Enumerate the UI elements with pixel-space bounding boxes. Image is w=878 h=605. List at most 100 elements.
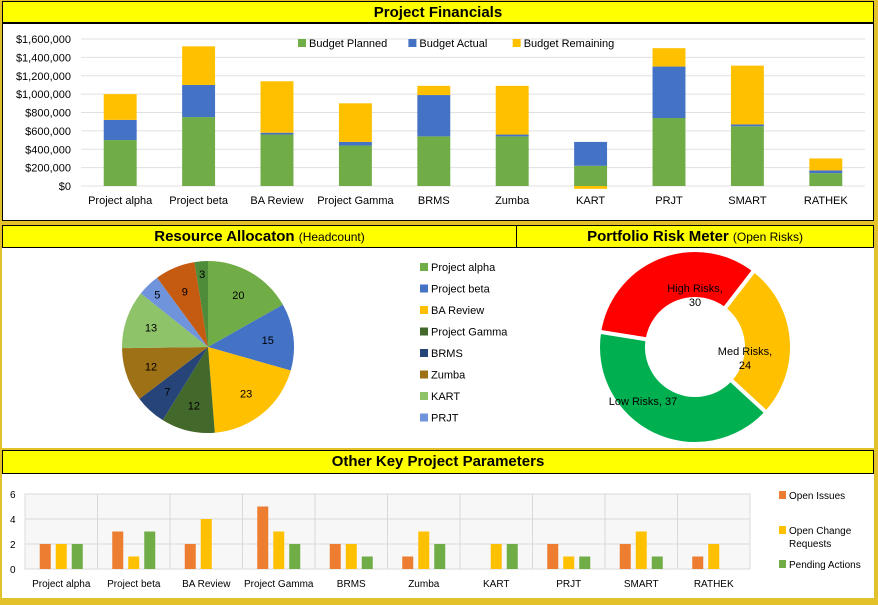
bar <box>692 556 704 569</box>
bar-segment <box>103 140 137 186</box>
x-tick-label: Project beta <box>107 579 161 590</box>
pie-slice <box>194 261 208 347</box>
bar-segment <box>103 119 137 141</box>
x-tick-label: BRMS <box>418 195 450 207</box>
legend-label: Project Gamma <box>431 327 508 339</box>
legend-swatch <box>408 39 417 47</box>
bar <box>200 519 212 569</box>
legend-label: BA Review <box>431 305 484 317</box>
legend-swatch <box>779 526 786 534</box>
financials-chart: $0 $200,000 $400,000 $600,000 $800,000 $1,000… <box>16 34 865 207</box>
bar <box>402 556 414 569</box>
donut-data-value: 30 <box>689 297 701 309</box>
x-tick-label: Project alpha <box>88 195 153 207</box>
bar <box>619 544 631 569</box>
bar <box>434 544 446 569</box>
bar <box>289 544 301 569</box>
x-tick-label: SMART <box>728 195 767 207</box>
bar <box>651 556 663 569</box>
bar-segment <box>652 48 686 67</box>
y-tick-label: $0 <box>59 181 71 193</box>
bar <box>490 544 502 569</box>
legend-label: Budget Planned <box>309 38 387 50</box>
x-tick-label: PRJT <box>655 195 683 207</box>
bar-segment <box>809 170 843 174</box>
pie-data-label: 23 <box>240 389 252 401</box>
x-tick-label: Project Gamma <box>244 579 314 590</box>
legend-swatch <box>420 392 428 400</box>
pie-data-label: 20 <box>232 290 244 302</box>
bar <box>563 556 575 569</box>
bar-segment <box>417 136 451 186</box>
parameters-title: Other Key Project Parameters <box>331 453 545 470</box>
legend-label: BRMS <box>431 348 463 360</box>
bar <box>708 544 720 569</box>
legend-label: PRJT <box>431 413 459 425</box>
legend-label: Project alpha <box>431 262 496 274</box>
bar-segment <box>730 124 764 127</box>
financials-panel: $0 $200,000 $400,000 $600,000 $800,000 $1,000… <box>2 23 874 221</box>
pie-slice <box>122 347 208 399</box>
y-tick-label: $600,000 <box>25 126 71 138</box>
bar-segment <box>730 65 764 125</box>
x-tick-label: PRJT <box>556 579 581 590</box>
resources-header: Resource Allocaton (Headcount) <box>2 225 517 248</box>
donut-data-value: 24 <box>739 360 751 372</box>
bar <box>635 531 647 569</box>
x-tick-label: Zumba <box>408 579 440 590</box>
pie-data-label: 13 <box>145 322 157 334</box>
legend-label-cont: Requests <box>789 539 831 550</box>
middle-panel: 20 15 23 12 7 12 13 5 9 3 Project alpha Project bet… <box>2 248 874 448</box>
pie-slice <box>139 347 208 421</box>
pie-data-label: 9 <box>182 286 188 298</box>
pie-slice <box>208 304 294 371</box>
legend-swatch <box>420 370 428 379</box>
parameters-panel: 0 2 4 6 Project alpha Project beta BA Review Pr… <box>2 474 874 598</box>
y-tick-label: $1,000,000 <box>16 89 71 101</box>
x-tick-label: Project Gamma <box>317 195 394 207</box>
bar-segment <box>260 81 294 133</box>
x-tick-label: BA Review <box>182 579 231 590</box>
x-tick-label: KART <box>576 195 605 207</box>
legend-label: Project beta <box>431 284 491 296</box>
y-tick-label: 2 <box>10 540 16 551</box>
bar-segment <box>182 117 216 186</box>
y-tick-label: 4 <box>10 515 16 526</box>
bar <box>345 544 357 569</box>
parameters-header: Other Key Project Parameters <box>2 450 874 474</box>
resources-title: Resource Allocaton <box>154 228 295 245</box>
x-tick-label: Project alpha <box>32 579 91 590</box>
x-tick-label: Zumba <box>495 195 530 207</box>
x-tick-label: Project beta <box>169 195 229 207</box>
risk-subtitle: (Open Risks) <box>732 230 803 244</box>
pie-data-label: 5 <box>154 289 160 301</box>
legend-swatch <box>779 491 786 499</box>
bar-segment <box>260 132 294 135</box>
x-tick-label: SMART <box>624 579 659 590</box>
bar <box>112 531 124 569</box>
resources-subtitle: (Headcount) <box>298 230 365 244</box>
donut-data-label: High Risks, <box>667 283 723 295</box>
financials-header: Project Financials <box>2 1 874 23</box>
legend-swatch <box>779 560 786 568</box>
y-tick-label: $200,000 <box>25 163 71 175</box>
pie-slice <box>122 293 208 349</box>
bar <box>361 556 373 569</box>
x-tick-label: BA Review <box>250 195 303 207</box>
bar-segment <box>338 103 372 142</box>
legend-label: Budget Remaining <box>524 38 615 50</box>
bar <box>128 556 140 569</box>
bar-segment <box>338 145 372 186</box>
donut-slice <box>596 248 758 342</box>
bar-segment <box>809 158 843 171</box>
risk-header: Portfolio Risk Meter (Open Risks) <box>516 225 874 248</box>
bar-segment <box>182 84 216 118</box>
bar-segment <box>652 66 686 119</box>
legend-label: Pending Actions <box>789 560 861 571</box>
y-tick-label: $400,000 <box>25 144 71 156</box>
bar-segment <box>182 46 216 85</box>
bar-segment <box>417 85 451 96</box>
pie-slice <box>157 262 208 347</box>
bar <box>273 531 285 569</box>
legend-label: Open Issues <box>789 491 845 502</box>
